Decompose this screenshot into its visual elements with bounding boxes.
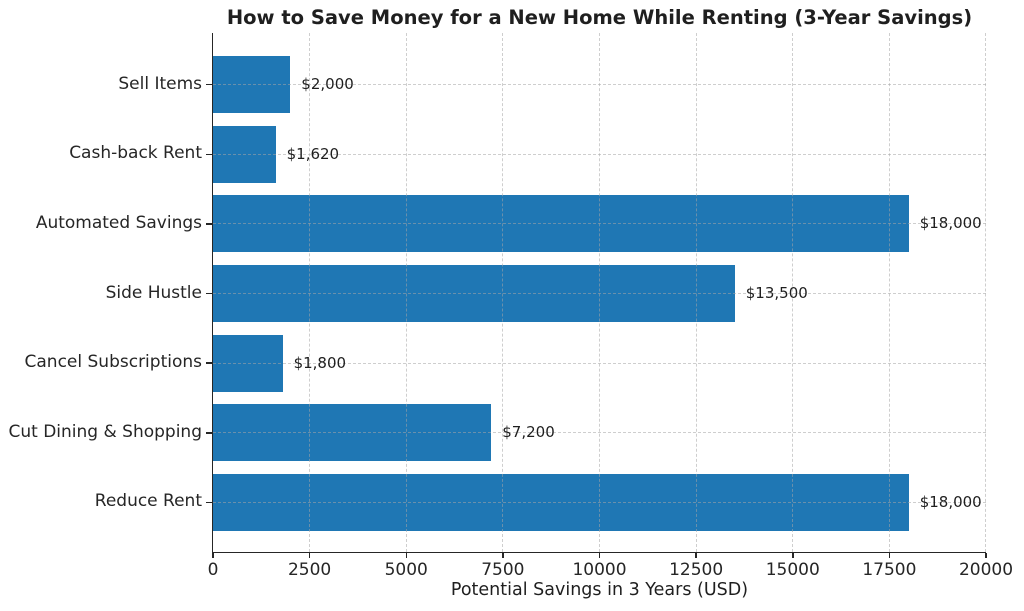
y-axis-spine [211, 33, 213, 553]
y-tick-mark [205, 83, 212, 86]
x-tick-label: 5000 [384, 559, 428, 580]
gridline-vertical [502, 33, 504, 552]
gridline-vertical [888, 33, 890, 552]
bar-value-label: $2,000 [301, 75, 354, 94]
x-tick-mark [888, 552, 891, 558]
bar-value-label: $18,000 [919, 214, 982, 233]
x-tick-label: 0 [207, 559, 219, 580]
gridline-vertical [598, 33, 600, 552]
y-tick-mark [205, 153, 212, 156]
bar-value-label: $1,800 [293, 353, 347, 372]
bar-value-label: $7,200 [502, 423, 555, 442]
x-tick-mark [598, 552, 601, 558]
gridline-horizontal [213, 292, 986, 294]
x-tick-mark [212, 552, 214, 558]
x-tick-label: 2500 [287, 559, 332, 580]
y-tick-label: Cancel Subscriptions [24, 352, 202, 373]
x-tick-mark [308, 552, 311, 558]
y-tick-mark [205, 501, 212, 504]
y-tick-label: Side Hustle [105, 282, 202, 303]
x-tick-mark [792, 552, 794, 558]
y-tick-mark [205, 292, 212, 295]
gridline-horizontal [213, 362, 986, 364]
chart-title: How to Save Money for a New Home While R… [226, 6, 973, 29]
y-tick-mark [205, 223, 212, 225]
gridline-horizontal [213, 223, 986, 225]
x-axis-label: Potential Savings in 3 Years (USD) [450, 580, 749, 600]
y-tick-label: Cash-back Rent [69, 143, 202, 164]
x-tick-label: 7500 [481, 559, 525, 580]
gridline-vertical [985, 33, 987, 552]
x-tick-label: 20000 [958, 559, 1014, 580]
gridline-vertical [405, 33, 407, 552]
gridline-vertical [792, 33, 794, 552]
y-tick-label: Sell Items [118, 73, 202, 94]
x-tick-label: 17500 [862, 559, 917, 580]
gridline-vertical [309, 33, 311, 552]
gridline-horizontal [213, 84, 986, 86]
gridline-horizontal [213, 153, 986, 155]
bar-value-label: $1,620 [286, 144, 340, 163]
x-tick-mark [695, 552, 697, 558]
bar-value-label: $13,500 [745, 284, 808, 303]
y-tick-label: Cut Dining & Shopping [8, 421, 203, 442]
y-tick-mark [205, 362, 212, 364]
gridline-horizontal [213, 432, 986, 434]
x-tick-mark [502, 552, 504, 558]
y-tick-label: Automated Savings [35, 212, 202, 233]
bar-value-label: $18,000 [919, 492, 982, 511]
x-tick-label: 15000 [765, 559, 820, 580]
x-tick-label: 10000 [572, 559, 627, 580]
gridline-horizontal [213, 501, 986, 503]
y-tick-mark [205, 432, 212, 434]
gridline-vertical [695, 33, 697, 552]
x-tick-label: 12500 [669, 559, 724, 580]
x-tick-mark [985, 552, 987, 558]
y-tick-label: Reduce Rent [94, 491, 202, 512]
x-axis-spine [211, 551, 986, 553]
x-tick-mark [405, 552, 407, 558]
